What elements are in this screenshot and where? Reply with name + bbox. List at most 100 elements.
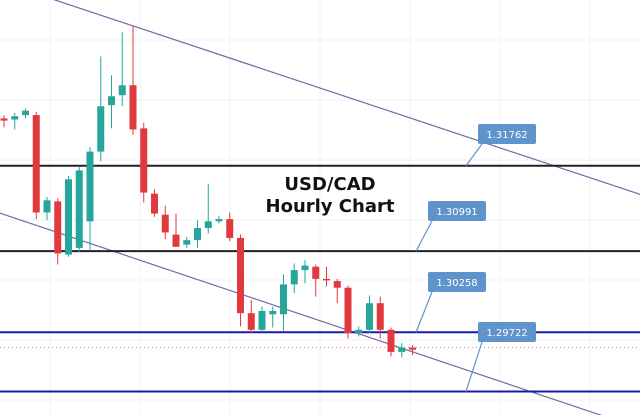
- candle: [312, 264, 320, 297]
- candle-body: [204, 221, 212, 228]
- trend-line: [0, 212, 603, 415]
- callout-box: [478, 322, 536, 342]
- candle: [204, 183, 212, 234]
- candle: [215, 215, 223, 224]
- callout-box: [428, 201, 486, 221]
- candle: [323, 266, 330, 287]
- candle: [355, 326, 363, 337]
- callout-label: 1.31762: [486, 130, 527, 141]
- level-callout: 1.29722: [465, 322, 536, 392]
- candle: [376, 296, 384, 339]
- candle-body: [344, 287, 352, 334]
- candle: [86, 147, 94, 251]
- candle-body: [269, 310, 277, 315]
- candle-body: [237, 237, 244, 314]
- candle-body: [366, 303, 373, 330]
- candles: [0, 25, 416, 358]
- callout-box: [428, 272, 486, 292]
- candle-body: [226, 219, 234, 238]
- candle-body: [301, 265, 309, 271]
- candle-body: [194, 227, 201, 241]
- candle: [65, 175, 72, 257]
- candle-body: [65, 179, 72, 255]
- callout-pointer: [415, 291, 433, 333]
- candle-body: [290, 270, 298, 285]
- candle-body: [118, 85, 126, 96]
- candle: [54, 198, 62, 265]
- level-callout: 1.30258: [415, 272, 486, 333]
- candle: [32, 111, 40, 220]
- candle-body: [398, 347, 406, 352]
- level-callouts: 1.31762 1.30991 1.30258 1.29722: [415, 124, 536, 392]
- candle: [97, 56, 105, 162]
- candle: [22, 108, 29, 119]
- candle: [237, 234, 244, 327]
- candle-body: [86, 151, 94, 222]
- candle: [183, 236, 191, 248]
- candle: [247, 299, 255, 334]
- candle: [409, 345, 416, 356]
- candle: [75, 167, 83, 253]
- level-callout: 1.30991: [415, 201, 486, 252]
- candle: [161, 205, 169, 240]
- candle-body: [54, 201, 62, 254]
- chart-title: USD/CAD: [284, 174, 375, 195]
- candle: [226, 212, 234, 242]
- candle-body: [247, 313, 255, 330]
- candle: [129, 25, 137, 136]
- candle-body: [97, 106, 105, 152]
- candle-body: [258, 310, 266, 330]
- candle-body: [0, 118, 8, 121]
- candle: [333, 278, 341, 304]
- candle-body: [151, 193, 158, 214]
- candle: [387, 327, 395, 357]
- candle-body: [312, 266, 320, 279]
- candle-body: [215, 219, 223, 222]
- candle-body: [333, 281, 341, 288]
- candle: [258, 306, 266, 332]
- candle-body: [161, 214, 169, 233]
- candle-body: [129, 85, 137, 130]
- candle-body: [22, 110, 29, 116]
- chart-subtitle: Hourly Chart: [266, 196, 395, 217]
- callout-pointer: [415, 220, 433, 252]
- candle: [140, 122, 148, 203]
- callout-label: 1.30258: [436, 278, 477, 289]
- candle-body: [11, 116, 19, 120]
- trend-line: [53, 0, 640, 195]
- candle: [301, 260, 309, 284]
- level-callout: 1.31762: [465, 124, 536, 167]
- candle: [151, 189, 158, 217]
- callout-label: 1.29722: [486, 328, 527, 339]
- candle: [398, 343, 406, 358]
- candle: [0, 115, 8, 128]
- candle-body: [32, 115, 40, 213]
- candle-body: [183, 240, 191, 245]
- candle-body: [376, 303, 384, 330]
- candle-body: [172, 234, 180, 247]
- chart-heading: USD/CAD Hourly Chart: [266, 174, 395, 217]
- candle: [108, 75, 115, 129]
- candle: [280, 274, 287, 331]
- candle-body: [75, 170, 83, 248]
- candle-body: [108, 96, 115, 106]
- callout-pointer: [465, 341, 483, 392]
- candle-body: [280, 284, 287, 315]
- callout-label: 1.30991: [436, 207, 477, 218]
- candle: [269, 306, 277, 328]
- candle: [118, 32, 126, 107]
- candle-body: [387, 329, 395, 352]
- candle-body: [323, 278, 330, 281]
- callout-box: [478, 124, 536, 144]
- candle-body: [409, 347, 416, 350]
- candle: [344, 285, 352, 339]
- candle: [290, 263, 298, 294]
- candle: [172, 213, 180, 247]
- candle: [11, 112, 19, 130]
- candle: [366, 295, 373, 334]
- candle: [194, 220, 201, 248]
- candle-body: [43, 200, 51, 213]
- candle-body: [355, 329, 363, 334]
- candle-body: [140, 128, 148, 193]
